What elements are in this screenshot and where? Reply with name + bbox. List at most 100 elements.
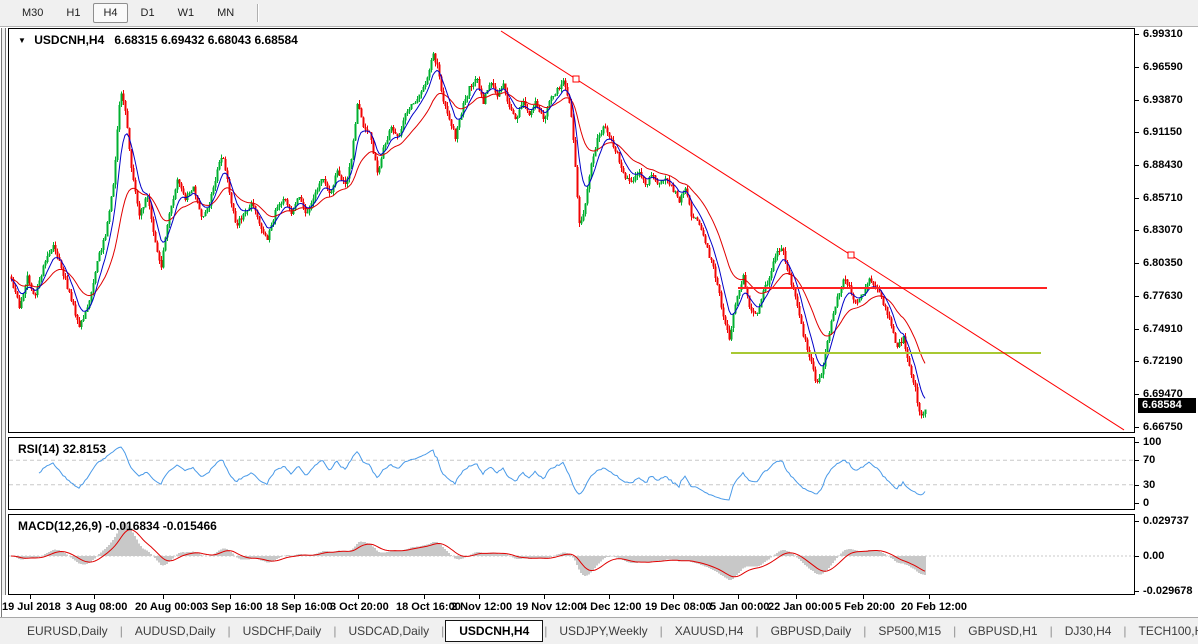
price-tick — [1135, 66, 1139, 68]
tab-gbpusd-h1[interactable]: GBPUSD,H1 — [968, 624, 1038, 638]
descending-trendline[interactable] — [500, 30, 1125, 431]
tab-separator: | — [333, 624, 337, 638]
time-tick — [673, 595, 674, 599]
tab-audusd-daily[interactable]: AUDUSD,Daily — [134, 624, 216, 638]
time-tick — [929, 595, 930, 599]
price-axis-label: 6.88430 — [1143, 159, 1183, 172]
price-axis-label: 6.80350 — [1143, 256, 1183, 269]
price-axis-label: 6.91150 — [1143, 126, 1183, 139]
tab-separator: | — [441, 624, 445, 638]
rsi-line — [38, 446, 926, 501]
macd-axis[interactable]: 0.029737 0.00 -0.029678 — [1135, 514, 1198, 597]
rsi-tick — [1135, 503, 1139, 504]
time-axis-label: 20 Feb 12:00 — [901, 601, 968, 613]
price-axis-label: 6.66750 — [1143, 421, 1183, 433]
chart-tabs: EURUSD,Daily | AUDUSD,Daily | USDCHF,Daily | U… — [16, 620, 1198, 642]
macd-indicator-pane[interactable]: MACD(12,26,9) -0.016834 -0.015466 — [8, 514, 1135, 595]
tab-gbpusd-daily[interactable]: GBPUSD,Daily — [770, 624, 852, 638]
current-price-box: 6.68584 — [1138, 397, 1196, 413]
price-axis[interactable]: 6.68584 6.99310 6.96590 6.93870 6.91150 6.88… — [1135, 28, 1198, 433]
ohlc-values: 6.68315 6.69432 6.68043 6.68584 — [114, 33, 298, 47]
tab-tech100-h1[interactable]: TECH100,H1 — [1138, 624, 1198, 638]
macd-canvas[interactable] — [9, 515, 1134, 594]
timeframe-button-mn[interactable]: MN — [217, 7, 235, 19]
time-tick — [863, 595, 864, 599]
timeframe-button-h1[interactable]: H1 — [66, 7, 81, 19]
price-axis-label: 6.83070 — [1143, 224, 1183, 237]
macd-tick — [1135, 591, 1139, 593]
chart-tab-bar: EURUSD,Daily | AUDUSD,Daily | USDCHF,Daily | U… — [0, 617, 1198, 644]
price-chart-pane[interactable]: ▼ USDCNH,H4 6.68315 6.69432 6.68043 6.68… — [8, 28, 1135, 433]
tab-separator: | — [544, 624, 548, 638]
tab-usdcad-daily[interactable]: USDCAD,Daily — [348, 624, 430, 638]
price-axis-label: 6.74910 — [1143, 322, 1183, 335]
tab-separator: | — [1049, 624, 1053, 638]
symbol-period-label: USDCNH,H4 — [34, 33, 105, 47]
macd-axis-label: 0.029737 — [1143, 514, 1189, 527]
rsi-tick — [1135, 460, 1139, 462]
tab-sp500-m15[interactable]: SP500,M15 — [878, 624, 942, 638]
timeframe-button-w1[interactable]: W1 — [177, 7, 195, 19]
time-axis-label: 5 Jan 00:00 — [710, 601, 770, 613]
time-axis-label: 19 Nov 12:00 — [516, 601, 584, 613]
rsi-axis-label: 30 — [1143, 478, 1156, 491]
tab-usdchf-daily[interactable]: USDCHF,Daily — [242, 624, 322, 638]
price-tick — [1135, 132, 1139, 134]
time-tick — [479, 595, 480, 599]
time-axis-label: 20 Aug 00:00 — [135, 601, 203, 613]
trendline-handle[interactable] — [572, 75, 580, 83]
price-tick — [1135, 394, 1139, 396]
price-tick — [1135, 34, 1139, 35]
price-tick — [1135, 427, 1139, 428]
time-axis-label: 2 Nov 12:00 — [451, 601, 513, 613]
time-axis-label: 3 Sep 16:00 — [202, 601, 263, 613]
tab-separator: | — [227, 624, 231, 638]
rsi-axis[interactable]: 100 70 30 0 — [1135, 436, 1198, 510]
chart-title: ▼ USDCNH,H4 6.68315 6.69432 6.68043 6.68… — [18, 33, 298, 47]
timeframe-button-m30[interactable]: M30 — [22, 7, 44, 19]
chart-dropdown-icon[interactable]: ▼ — [18, 36, 26, 45]
time-axis-label: 3 Oct 20:00 — [330, 601, 389, 613]
time-tick — [738, 595, 739, 599]
timeframe-button-d1[interactable]: D1 — [140, 7, 155, 19]
fast-ma-line[interactable] — [10, 69, 926, 399]
rsi-tick — [1135, 442, 1139, 443]
macd-label: MACD(12,26,9) -0.016834 -0.015466 — [18, 519, 217, 533]
tab-separator: | — [119, 624, 123, 638]
time-tick — [163, 595, 164, 599]
time-tick — [230, 595, 231, 599]
price-tick — [1135, 295, 1139, 297]
price-axis-label: 6.69470 — [1143, 388, 1183, 401]
slow-ma-line[interactable] — [10, 92, 926, 364]
tab-usdjpy-weekly[interactable]: USDJPY,Weekly — [559, 624, 648, 638]
tab-xauusd-h4[interactable]: XAUUSD,H4 — [674, 624, 744, 638]
price-tick — [1135, 230, 1139, 232]
trendline-handle[interactable] — [847, 251, 855, 259]
timeframe-toolbar: M30 H1 H4 D1 W1 MN — [0, 0, 1198, 27]
toolbar-separator — [257, 4, 259, 22]
time-axis[interactable]: 19 Jul 2018 3 Aug 08:00 20 Aug 00:00 3 Sep … — [2, 595, 1196, 617]
rsi-axis-label: 70 — [1143, 454, 1156, 467]
rsi-label: RSI(14) 32.8153 — [18, 442, 107, 456]
time-tick — [796, 595, 797, 599]
candlestick-canvas[interactable] — [9, 29, 1134, 432]
tab-usdcnh-h4[interactable]: USDCNH,H4 — [445, 620, 544, 642]
price-axis-label: 6.77630 — [1143, 289, 1183, 302]
price-tick — [1135, 328, 1139, 330]
timeframe-button-h4[interactable]: H4 — [93, 3, 128, 23]
rsi-canvas[interactable] — [9, 438, 1134, 509]
window-edge-groove — [1, 28, 6, 617]
tab-dj30-h4[interactable]: DJ30,H4 — [1064, 624, 1112, 638]
macd-tick — [1135, 556, 1139, 557]
macd-axis-label: 0.00 — [1143, 550, 1165, 562]
up-candle-wicks — [21, 52, 926, 418]
tab-separator: | — [863, 624, 867, 638]
time-tick — [424, 595, 425, 599]
price-tick — [1135, 165, 1139, 167]
time-axis-label: 22 Jan 00:00 — [768, 601, 834, 613]
price-axis-label: 6.72190 — [1143, 355, 1183, 368]
tab-eurusd-daily[interactable]: EURUSD,Daily — [27, 624, 108, 638]
timeframe-buttons: M30 H1 H4 D1 W1 MN — [12, 3, 244, 23]
rsi-indicator-pane[interactable]: RSI(14) 32.8153 — [8, 437, 1135, 510]
time-axis-label: 19 Jul 2018 — [2, 601, 61, 613]
